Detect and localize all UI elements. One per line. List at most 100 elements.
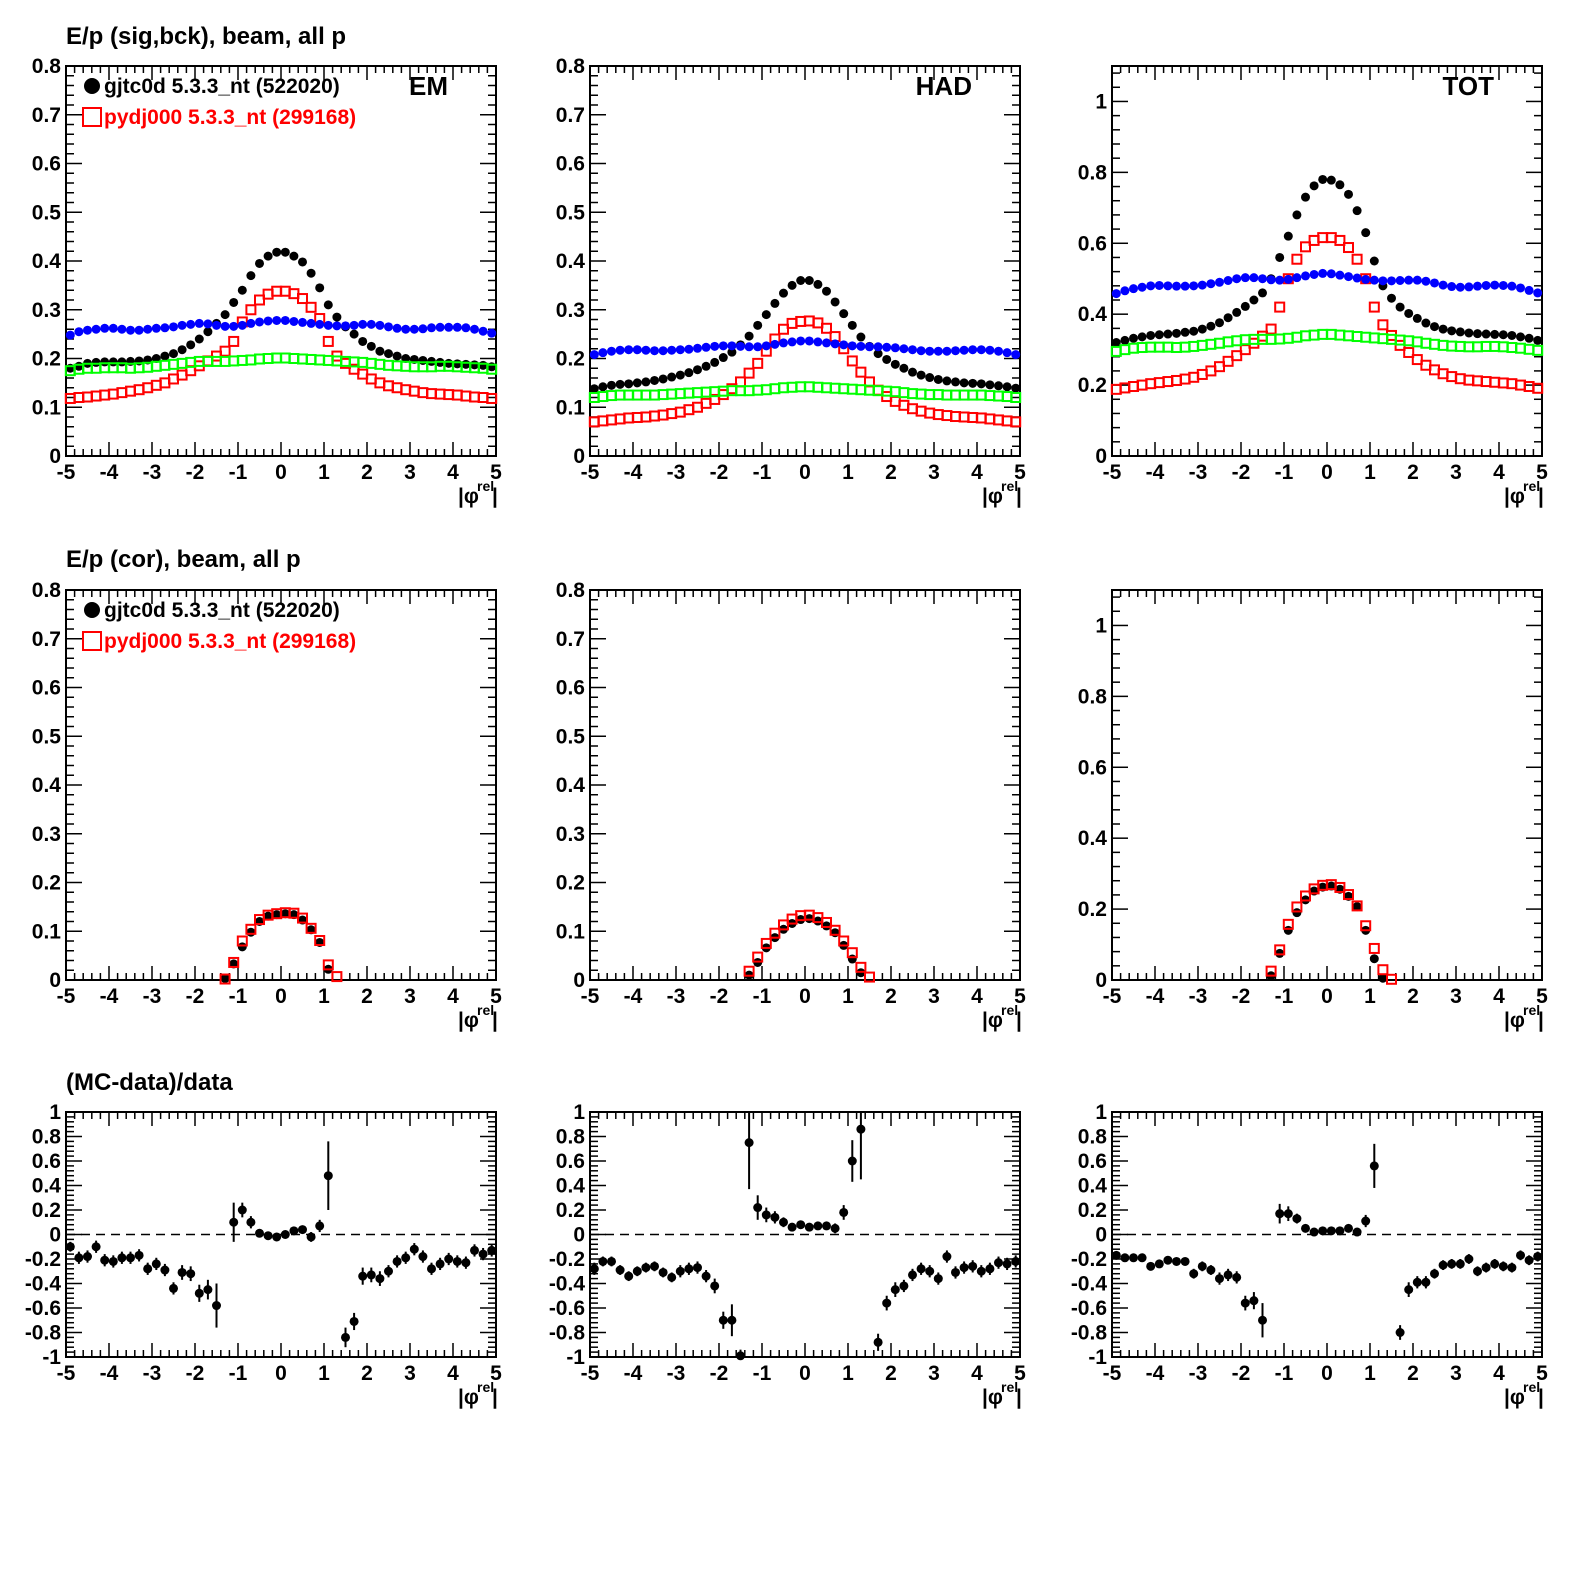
row-3-title: (MC-data)/data — [66, 1069, 233, 1096]
x-tick-label: 1 — [1364, 461, 1376, 484]
data-point — [1265, 965, 1277, 977]
series-2 — [588, 315, 1022, 428]
data-point — [770, 339, 780, 349]
data-point — [890, 343, 900, 353]
x-tick-label: -2 — [1232, 461, 1251, 484]
data-point — [100, 1255, 110, 1265]
data-point — [143, 1264, 153, 1274]
data-point — [392, 351, 402, 361]
data-point — [280, 1230, 290, 1239]
data-point — [1455, 327, 1465, 337]
series-1 — [65, 1141, 497, 1348]
x-tick-label: -5 — [57, 985, 76, 1008]
y-tick-label: 0.6 — [556, 1150, 585, 1173]
data-point — [701, 361, 711, 371]
data-point — [1300, 241, 1311, 253]
data-point — [693, 365, 702, 375]
x-tick-label: -1 — [1275, 1362, 1294, 1385]
data-point — [487, 1245, 497, 1255]
data-point — [452, 1256, 462, 1266]
x-tick-label: 1 — [842, 1362, 854, 1385]
data-point — [598, 1256, 608, 1266]
x-axis-title: |φ — [982, 1386, 1003, 1409]
data-point — [1206, 1265, 1216, 1275]
x-axis-title: |φ — [982, 485, 1003, 508]
data-point — [839, 309, 849, 319]
panel-9: -5 -4 -3 -2 -1 0 1 2 3 4 5-1-0.8-0.6-0.4-0.200.20.… — [1071, 1101, 1548, 1409]
data-point — [177, 1267, 187, 1277]
data-point — [925, 1266, 935, 1276]
data-point — [1318, 268, 1328, 278]
data-point — [280, 247, 290, 257]
panel-2: -5 -4 -3 -2 -1 0 1 2 3 4 5 0 0.1 0.2 0.3 0.4 0.5 0.6 0.7 0.… — [556, 55, 1026, 508]
y-tick-label: 0.4 — [1078, 303, 1108, 326]
y-tick-label: 0.6 — [32, 1150, 61, 1173]
data-point — [1395, 302, 1405, 312]
data-point — [254, 294, 265, 306]
data-point — [1223, 313, 1233, 323]
data-point — [727, 1315, 737, 1325]
x-tick-label: 1 — [1364, 1362, 1376, 1385]
y-tick-label: 0.2 — [32, 1199, 61, 1222]
data-point — [323, 320, 333, 330]
x-tick-label: -4 — [1146, 461, 1165, 484]
panel-label: TOT — [1442, 71, 1494, 101]
data-point — [1172, 281, 1181, 291]
x-axis-title-sup: rel — [1001, 1379, 1018, 1395]
data-point — [1275, 1209, 1285, 1219]
data-point — [985, 345, 995, 355]
data-point — [1283, 925, 1293, 935]
x-tick-label: -4 — [1146, 985, 1165, 1008]
data-point — [289, 316, 299, 326]
data-point — [203, 327, 213, 337]
data-point — [151, 354, 161, 363]
y-tick-label: 0.3 — [556, 823, 585, 846]
legend-marker-data — [84, 78, 100, 94]
data-point — [219, 973, 231, 985]
x-tick-label: 4 — [1493, 985, 1505, 1008]
data-point — [1438, 280, 1448, 290]
data-point — [236, 935, 248, 947]
data-point — [873, 1337, 883, 1347]
y-tick-label: -0.8 — [25, 1322, 62, 1345]
data-point — [186, 1269, 196, 1279]
data-point — [1498, 280, 1508, 290]
data-point — [753, 320, 763, 330]
data-point — [607, 380, 616, 390]
y-tick-label: 0 — [573, 1224, 585, 1247]
data-point — [272, 910, 282, 920]
data-point — [1002, 1259, 1012, 1269]
y-tick-label: 1 — [1095, 614, 1107, 637]
data-point — [461, 1258, 471, 1268]
y-tick-label: 1 — [49, 1101, 61, 1124]
x-tick-label: 3 — [404, 461, 416, 484]
data-point — [409, 1244, 419, 1254]
data-point — [1507, 281, 1517, 291]
data-point — [942, 346, 952, 356]
x-tick-label: -2 — [186, 461, 205, 484]
data-point — [873, 349, 883, 359]
data-point — [1111, 289, 1121, 299]
x-tick-label: 4 — [1493, 1362, 1505, 1385]
x-tick-label: 4 — [1493, 461, 1505, 484]
data-point — [1335, 180, 1345, 190]
data-point — [1351, 900, 1363, 912]
data-point — [942, 1252, 952, 1262]
data-point — [1464, 1254, 1474, 1264]
data-point — [1507, 330, 1517, 340]
data-point — [1292, 210, 1302, 220]
data-point — [203, 1285, 213, 1295]
panel-1: -5 -4 -3 -2 -1 0 1 2 3 4 5 0 0.1 0.2 0.3 0.4 0.5 0.6 0.7 0.… — [32, 55, 502, 508]
data-point — [959, 378, 969, 388]
data-point — [1395, 1328, 1405, 1337]
data-point — [1010, 416, 1022, 428]
data-point — [83, 325, 92, 335]
data-point — [624, 379, 634, 389]
data-point — [228, 335, 240, 347]
data-point — [846, 355, 858, 367]
data-point — [839, 340, 849, 350]
x-tick-label: 2 — [1407, 461, 1419, 484]
data-point — [169, 322, 178, 332]
data-point — [237, 285, 247, 295]
data-point — [951, 377, 960, 387]
